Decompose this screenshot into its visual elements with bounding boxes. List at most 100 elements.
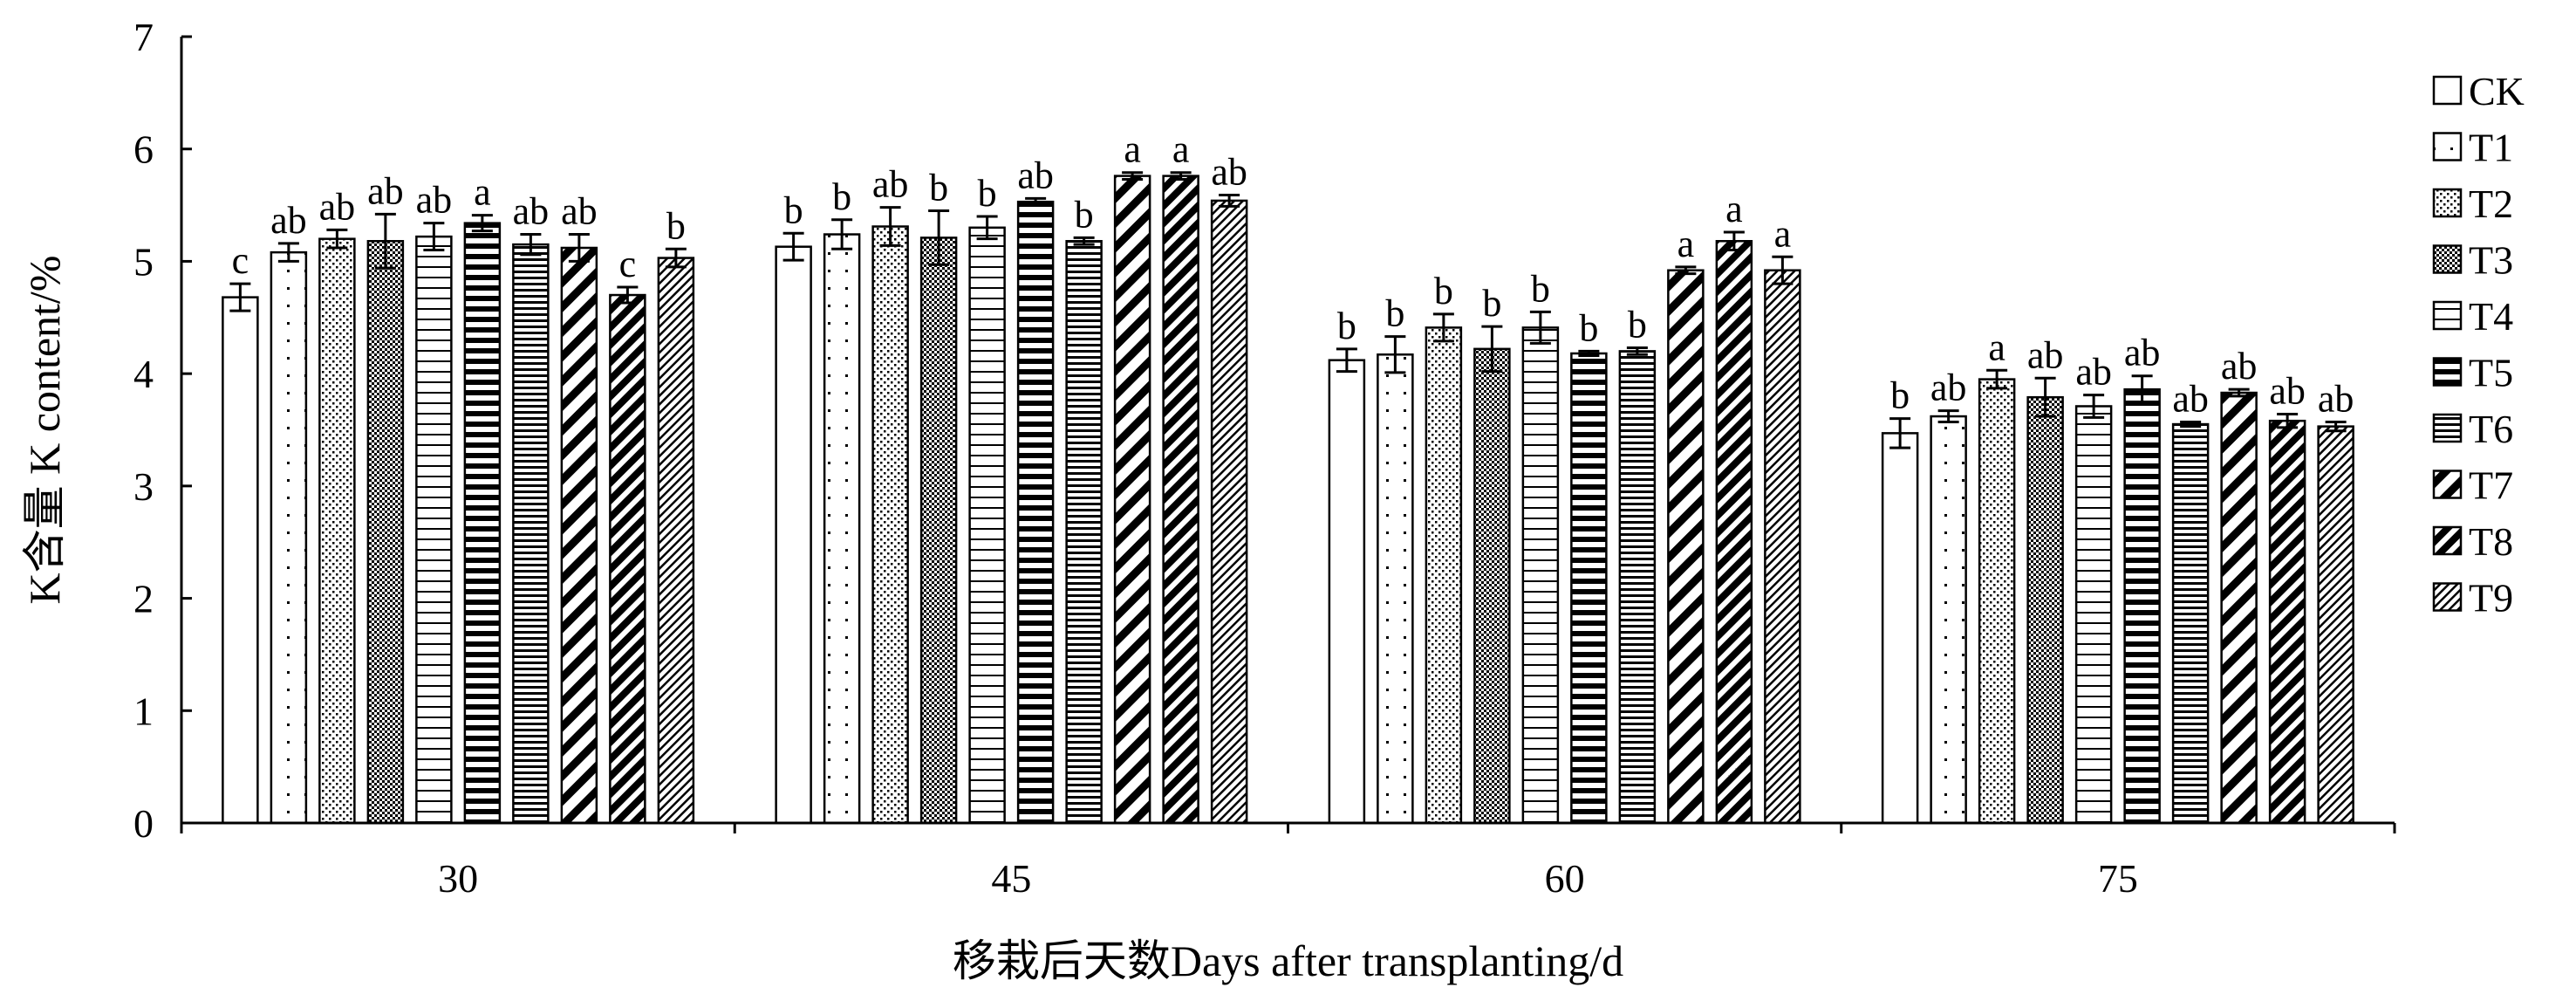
bar-ck-day-60 (1328, 359, 1366, 825)
error-bar-t1-day-45 (831, 218, 853, 250)
legend-label: T9 (2469, 576, 2513, 621)
bar-t1-day-75 (1930, 415, 1967, 825)
significance-label-t9-day-75: ab (2318, 377, 2354, 420)
significance-label-ck-day-60: b (1337, 305, 1356, 347)
significance-label-t4-day-30: ab (416, 179, 453, 222)
bar-t2-day-30 (318, 237, 356, 825)
bar-t3-day-45 (919, 237, 958, 825)
error-bar-t5-day-60 (1578, 349, 1600, 358)
y-axis-title: K含量 K content/% (20, 256, 69, 605)
bar-t3-day-75 (2026, 395, 2064, 825)
bar-t9-day-45 (1210, 199, 1248, 825)
bar-t5-day-75 (2123, 387, 2161, 825)
significance-label-t1-day-45: b (832, 175, 851, 218)
legend-label: CK (2469, 69, 2525, 113)
significance-label-t2-day-30: ab (319, 185, 356, 228)
bar-t5-day-30 (463, 222, 502, 825)
significance-label-t7-day-75: ab (2221, 345, 2258, 387)
legend-swatch (2432, 357, 2463, 387)
bars-layer (222, 175, 2354, 825)
bar-t1-day-45 (823, 233, 861, 825)
bar-t7-day-60 (1667, 269, 1705, 825)
legend-label: T7 (2469, 463, 2513, 508)
significance-label-t8-day-60: a (1725, 188, 1743, 230)
significance-label-t2-day-75: a (1988, 326, 2005, 368)
bar-t6-day-45 (1065, 240, 1103, 825)
error-bar-t6-day-45 (1073, 236, 1095, 246)
bar-t8-day-30 (609, 293, 646, 825)
significance-label-t5-day-30: a (474, 171, 491, 214)
bar-t1-day-30 (270, 250, 308, 825)
error-bar-t1-day-30 (277, 242, 299, 263)
error-bar-t4-day-60 (1529, 310, 1551, 345)
error-bar-t6-day-60 (1626, 346, 1648, 356)
error-bar-t4-day-45 (976, 215, 998, 241)
significance-label-t1-day-75: ab (1930, 367, 1967, 409)
error-bar-t3-day-30 (374, 212, 396, 270)
bar-t3-day-60 (1473, 347, 1511, 825)
bar-t7-day-45 (1113, 175, 1151, 825)
legend-item-t2: T2 (2432, 182, 2513, 226)
significance-label-t5-day-75: ab (2124, 332, 2161, 374)
significance-label-t3-day-30: ab (367, 169, 404, 212)
legend-item-t8: T8 (2432, 519, 2513, 564)
legend-label: T3 (2469, 238, 2513, 283)
error-bar-t2-day-75 (1986, 368, 2008, 390)
error-bar-t9-day-45 (1219, 193, 1240, 208)
bar-t5-day-60 (1570, 352, 1608, 825)
error-bar-t9-day-30 (665, 247, 687, 269)
bar-ck-day-75 (1881, 432, 1919, 825)
significance-label-t2-day-45: ab (872, 163, 909, 206)
error-bar-ck-day-60 (1336, 347, 1357, 374)
legend-item-t7: T7 (2432, 463, 2513, 508)
error-bars-layer (229, 171, 2347, 449)
legend-item-ck: CK (2432, 69, 2525, 113)
bar-t6-day-30 (512, 243, 550, 825)
error-bar-t2-day-45 (879, 206, 901, 247)
legend-label: T4 (2469, 294, 2513, 339)
significance-label-t6-day-45: b (1075, 193, 1094, 236)
bar-t5-day-45 (1016, 200, 1055, 825)
legend-item-t5: T5 (2432, 351, 2513, 395)
legend-swatch (2432, 525, 2463, 556)
x-tick-label: 60 (1545, 856, 1585, 901)
bar-t2-day-75 (1978, 378, 2016, 825)
error-bar-t3-day-45 (928, 209, 950, 266)
significance-label-t1-day-30: ab (270, 199, 307, 242)
bar-t4-day-45 (968, 226, 1006, 825)
error-bar-t5-day-30 (471, 214, 493, 233)
bar-t8-day-60 (1715, 240, 1753, 825)
significance-label-t3-day-60: b (1482, 282, 1501, 325)
legend-label: T2 (2469, 182, 2513, 226)
bar-t9-day-75 (2317, 425, 2354, 825)
significance-label-ck-day-30: c (232, 239, 249, 282)
legend-swatch (2432, 582, 2463, 612)
y-tick-label: 5 (133, 239, 154, 284)
bar-t2-day-60 (1425, 326, 1463, 825)
error-bar-t7-day-60 (1675, 265, 1697, 276)
significance-label-t9-day-30: b (666, 204, 686, 247)
bar-t9-day-60 (1764, 269, 1801, 825)
significance-label-t2-day-60: b (1434, 270, 1453, 312)
significance-label-t3-day-45: b (929, 167, 948, 209)
y-tick-label: 2 (133, 577, 154, 621)
legend-swatch (2432, 413, 2463, 443)
bar-t6-day-75 (2171, 422, 2210, 825)
legend-swatch (2432, 188, 2463, 218)
bar-t8-day-45 (1162, 175, 1199, 825)
significance-label-t4-day-60: b (1531, 267, 1550, 310)
significance-label-t8-day-30: c (619, 243, 637, 285)
bar-t2-day-45 (871, 225, 909, 825)
error-bar-t3-day-60 (1481, 325, 1503, 374)
legend-swatch (2432, 132, 2463, 161)
legend-swatch (2432, 470, 2463, 499)
significance-label-t7-day-60: a (1677, 223, 1695, 265)
significance-label-t6-day-75: ab (2172, 377, 2209, 420)
legend-item-t4: T4 (2432, 294, 2513, 339)
bar-t9-day-30 (657, 257, 695, 825)
error-bar-t3-day-75 (2034, 376, 2056, 418)
error-bar-t8-day-60 (1723, 230, 1745, 252)
x-axis-title: 移栽后天数Days after transplanting/d (953, 936, 1623, 985)
